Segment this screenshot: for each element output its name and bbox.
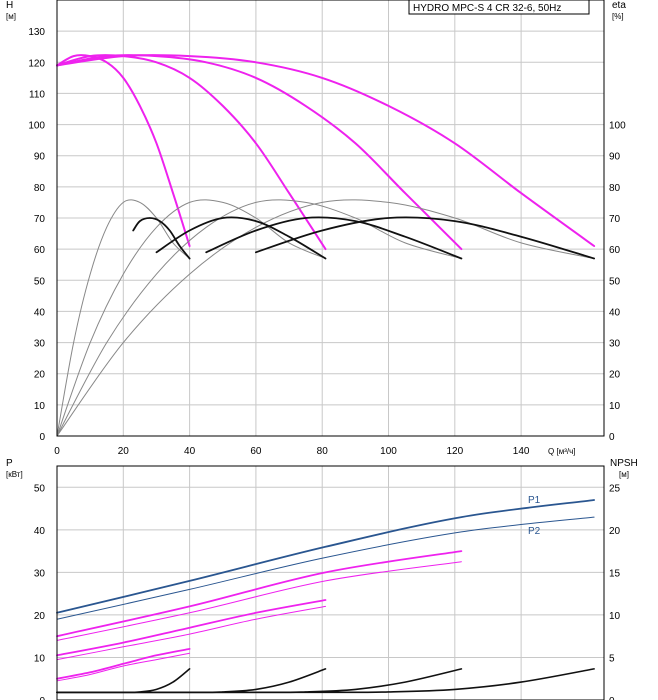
y-tick-label: 20 <box>34 611 46 622</box>
y-tick-label: 10 <box>34 653 46 664</box>
y-tick-label: 80 <box>34 183 46 194</box>
series-line-p-mag-thin <box>56 652 191 682</box>
y-tick-label: 70 <box>34 214 46 225</box>
top-left-axis-unit: [м] <box>6 12 16 21</box>
y2-tick-label: 50 <box>609 276 621 287</box>
top-panel-tick-labels: 0 10 20 30 40 50 60 70 80 90 100 110 120 130 0 10 20 30 40… <box>28 27 626 457</box>
series-line-p-mag-thin <box>56 561 462 641</box>
y2-tick-label: 25 <box>609 483 621 494</box>
y-tick-label: 50 <box>34 276 46 287</box>
y-tick-label: 50 <box>34 483 46 494</box>
x-tick-label: 140 <box>513 446 530 457</box>
series-line-head <box>56 54 327 251</box>
y-tick-label: 30 <box>34 568 46 579</box>
series-line-p-mag-thin <box>56 605 326 661</box>
series-line-eta-max <box>56 199 326 437</box>
y2-tick-label: 40 <box>609 307 621 318</box>
y-tick-label: 40 <box>34 307 46 318</box>
y2-tick-label: 30 <box>609 339 621 350</box>
top-left-axis-name: H <box>6 0 13 11</box>
y-tick-label: 30 <box>34 339 46 350</box>
y-tick-label: 100 <box>28 121 45 132</box>
series-line-eta-max <box>56 199 462 437</box>
y2-tick-label: 70 <box>609 214 621 225</box>
y-tick-label: 40 <box>34 526 46 537</box>
series-line-npsh <box>56 668 595 694</box>
series-line-head <box>56 54 596 247</box>
y-tick-label: 130 <box>28 27 45 38</box>
bottom-left-axis-name: P <box>6 458 13 469</box>
x-tick-label: 120 <box>446 446 463 457</box>
series-line-head <box>56 54 191 247</box>
bottom-panel-frame <box>56 465 605 700</box>
x-tick-label: 60 <box>250 446 262 457</box>
y-tick-label: 0 <box>39 432 45 443</box>
top-panel-frame <box>56 0 605 437</box>
y2-tick-label: 20 <box>609 370 621 381</box>
x-tick-label: 80 <box>317 446 329 457</box>
y2-tick-label: 90 <box>609 152 621 163</box>
y-tick-label: 20 <box>34 370 46 381</box>
series-line-eta-max <box>56 199 595 437</box>
series-line-p-mag <box>56 648 191 680</box>
bottom-left-axis-unit: [кВт] <box>6 470 23 479</box>
y-tick-label: 0 <box>39 696 45 700</box>
y2-tick-label: 60 <box>609 245 621 256</box>
top-x-axis-unit: [м³/ч] <box>556 447 575 456</box>
y2-tick-label: 100 <box>609 121 626 132</box>
bottom-panel-tick-labels: 0 10 20 30 40 50 0 5 10 15 20 25 <box>34 483 621 700</box>
x-tick-label: 0 <box>54 446 60 457</box>
top-x-axis-name: Q <box>548 447 554 456</box>
y2-tick-label: 10 <box>609 401 621 412</box>
x-tick-label: 100 <box>380 446 397 457</box>
top-right-axis-unit: [%] <box>612 12 624 21</box>
x-tick-label: 40 <box>184 446 196 457</box>
bottom-right-axis-unit: [м] <box>619 470 629 479</box>
y-tick-label: 10 <box>34 401 46 412</box>
y2-tick-label: 0 <box>609 696 615 700</box>
top-panel-grid <box>56 0 604 437</box>
chart-title-box <box>408 0 590 15</box>
y-tick-label: 60 <box>34 245 46 256</box>
top-x-axis-label: Q [м³/ч] <box>548 447 575 456</box>
series-line-eta <box>155 216 327 260</box>
series-line-eta <box>132 217 191 260</box>
top-right-axis-name: eta <box>612 0 626 11</box>
bottom-panel-curves <box>56 499 595 694</box>
series-label-p1: P1 <box>528 495 541 506</box>
bottom-panel-grid <box>56 466 604 700</box>
y2-tick-label: 20 <box>609 526 621 537</box>
series-line-eta <box>255 216 595 260</box>
chart-title: HYDRO MPC-S 4 CR 32-6, 50Hz <box>413 3 561 14</box>
series-line-eta <box>205 216 463 260</box>
series-line-eta-max <box>56 199 191 437</box>
x-tick-label: 20 <box>118 446 130 457</box>
y2-tick-label: 0 <box>609 432 615 443</box>
series-line-P2 <box>56 516 595 620</box>
top-panel-curves <box>56 54 596 437</box>
bottom-right-axis-name: NPSH <box>610 458 638 469</box>
y2-tick-label: 10 <box>609 611 621 622</box>
y2-tick-label: 80 <box>609 183 621 194</box>
y2-tick-label: 15 <box>609 568 621 579</box>
y-tick-label: 110 <box>29 89 45 100</box>
y2-tick-label: 5 <box>609 653 615 664</box>
series-line-p-mag <box>56 550 463 638</box>
series-label-p2: P2 <box>528 526 541 537</box>
y-tick-label: 120 <box>28 58 45 69</box>
series-line-P1 <box>56 499 595 614</box>
series-line-p-mag <box>56 599 327 657</box>
y-tick-label: 90 <box>34 152 46 163</box>
